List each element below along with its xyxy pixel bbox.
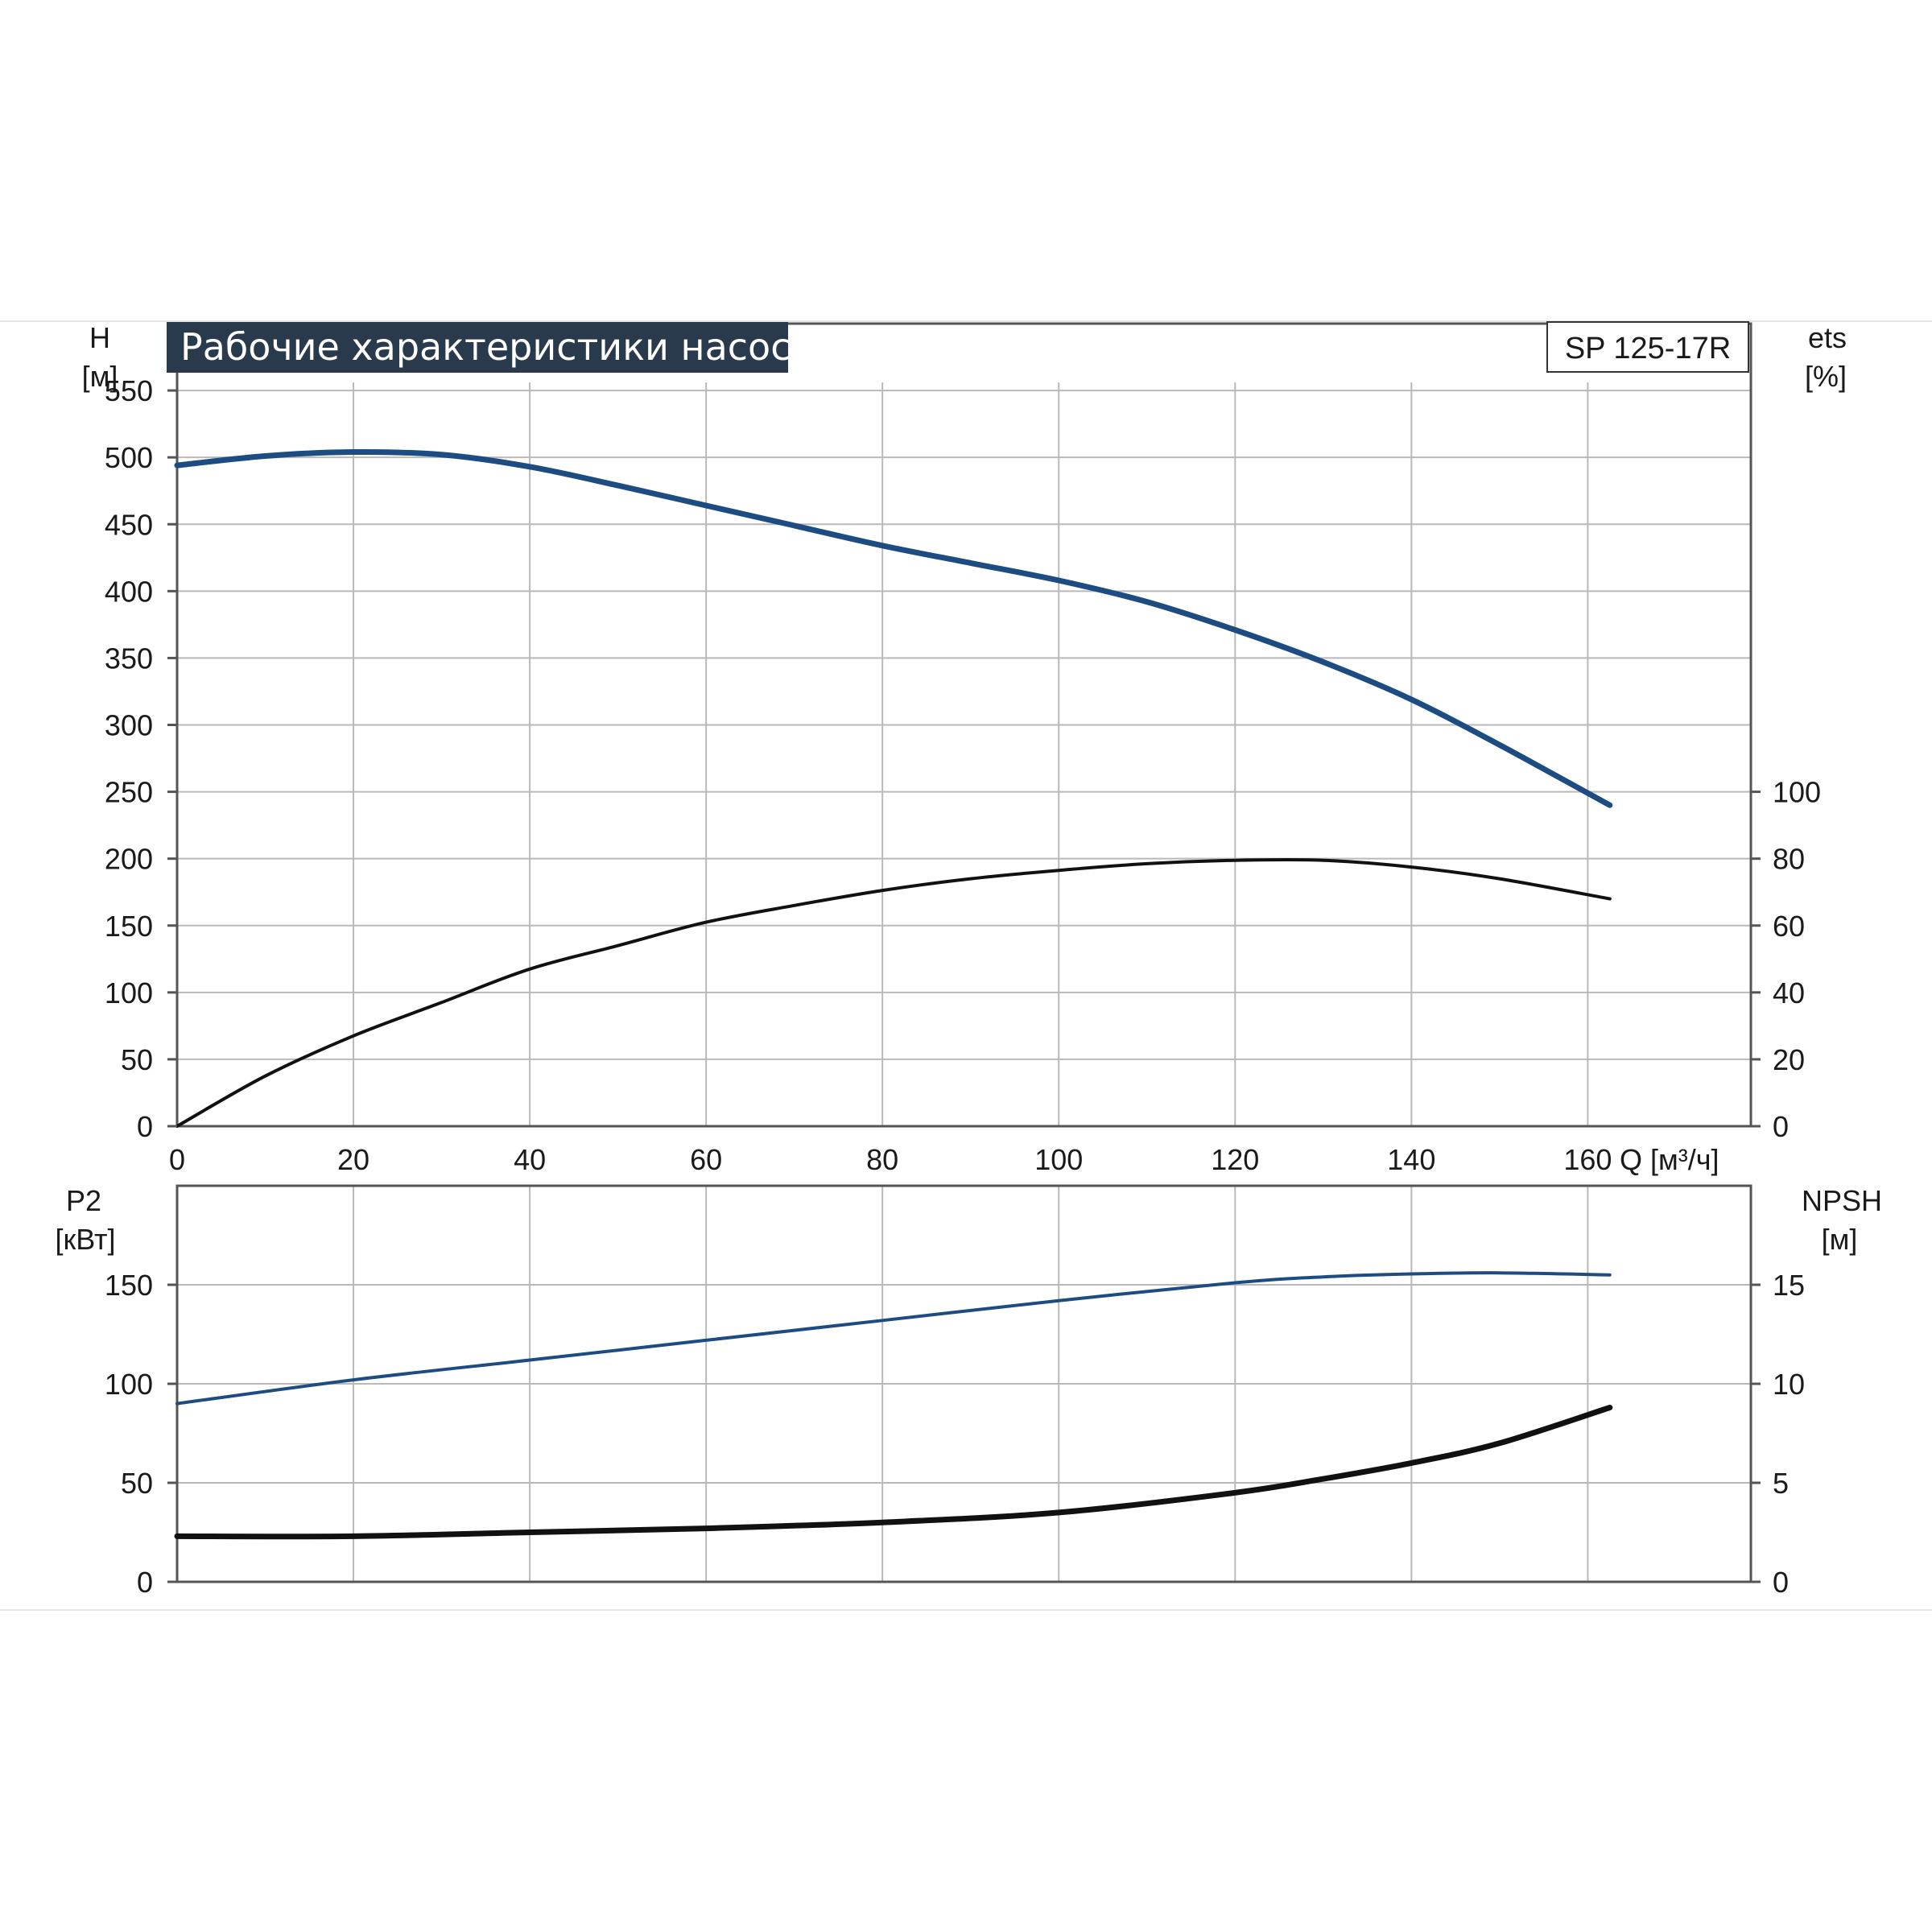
efficiency-axis-title: ets (1808, 321, 1847, 354)
model-box (1546, 321, 1749, 373)
npsh-curve-point (177, 1536, 178, 1537)
npsh-curve-point (1609, 1407, 1610, 1408)
efficiency-curve-point (1235, 860, 1236, 861)
head-curve-point (177, 465, 178, 466)
right-tick-label: 80 (1773, 843, 1805, 876)
efficiency-curve-point (617, 945, 618, 946)
left-tick-label: 0 (137, 1110, 153, 1143)
head-axis-unit: [м] (82, 360, 118, 393)
power-axis-unit: [кВт] (55, 1223, 115, 1256)
npsh-axis-unit: [м] (1822, 1223, 1858, 1256)
right-tick-label: 15 (1773, 1269, 1805, 1302)
right-tick-label: 0 (1773, 1566, 1789, 1599)
power-curve-point (353, 1380, 354, 1381)
efficiency-curve (175, 857, 1612, 1128)
left-tick-label: 400 (105, 575, 153, 608)
head-curve-point (882, 545, 883, 546)
head-curve-point (617, 485, 618, 486)
power-curve-point (177, 1403, 178, 1404)
left-tick-label: 300 (105, 709, 153, 742)
efficiency-axis-unit: [%] (1805, 360, 1847, 393)
efficiency-curve-point (706, 922, 707, 923)
efficiency-curve-point (265, 1075, 266, 1076)
flow-axis-title: Q [м³/ч] (1620, 1143, 1719, 1176)
x-tick-label: 160 (1563, 1143, 1612, 1176)
right-tick-label: 60 (1773, 910, 1805, 943)
left-tick-label: 0 (137, 1566, 153, 1599)
head-curve-point (794, 525, 795, 526)
tick-labels: 0 20 40 60 80 100 120 140 1600501001502002503003… (105, 374, 1821, 1599)
left-tick-label: 350 (105, 642, 153, 675)
right-tick-label: 10 (1773, 1368, 1805, 1401)
power-curve-point (1609, 1274, 1610, 1275)
power-curve-point (882, 1320, 883, 1321)
efficiency-curve-point (441, 1002, 442, 1003)
right-tick-label: 100 (1773, 776, 1821, 809)
power-curve-point (1499, 1273, 1500, 1274)
head-axis-title: H (89, 321, 110, 354)
left-tick-label: 100 (105, 976, 153, 1009)
head-curve-point (970, 563, 971, 564)
x-tick-label: 40 (514, 1143, 546, 1176)
left-tick-label: 50 (121, 1043, 153, 1076)
left-tick-label: 150 (105, 1269, 153, 1302)
left-tick-label: 200 (105, 843, 153, 876)
left-tick-label: 250 (105, 776, 153, 809)
npsh-curve (174, 1405, 1613, 1540)
grid-lines (177, 382, 1751, 1582)
x-tick-label: 0 (169, 1143, 185, 1176)
left-tick-label: 450 (105, 508, 153, 541)
x-tick-label: 100 (1034, 1143, 1083, 1176)
efficiency-curve-point (970, 878, 971, 879)
efficiency-curve-point (794, 905, 795, 906)
right-tick-label: 5 (1773, 1467, 1789, 1500)
efficiency-curve-point (1146, 863, 1147, 864)
left-tick-label: 100 (105, 1368, 153, 1401)
efficiency-curve-point (1609, 898, 1610, 899)
title-banner (167, 322, 788, 373)
npsh-axis-title: NPSH (1802, 1184, 1882, 1217)
npsh-curve-point (353, 1536, 354, 1537)
head-curve (174, 448, 1613, 808)
right-tick-label: 40 (1773, 976, 1805, 1009)
power-curve (175, 1271, 1612, 1406)
power-curve-point (1235, 1282, 1236, 1283)
npsh-curve-point (882, 1522, 883, 1523)
left-tick-label: 50 (121, 1467, 153, 1500)
right-tick-label: 20 (1773, 1043, 1805, 1076)
npsh-curve-point (706, 1528, 707, 1529)
head-curve-point (441, 454, 442, 455)
right-tick-label: 0 (1773, 1110, 1789, 1143)
model-label: SP 125-17R (1565, 332, 1731, 365)
head-curve-point (1411, 699, 1412, 700)
left-tick-label: 550 (105, 374, 153, 407)
efficiency-curve-point (882, 890, 883, 891)
x-tick-label: 120 (1211, 1143, 1259, 1176)
series-lines (174, 448, 1613, 1540)
x-tick-label: 80 (866, 1143, 898, 1176)
efficiency-curve-point (1499, 878, 1500, 879)
power-axis-title: P2 (66, 1184, 101, 1217)
left-tick-label: 500 (105, 441, 153, 474)
efficiency-curve-point (353, 1035, 354, 1036)
x-tick-label: 140 (1387, 1143, 1435, 1176)
head-curve-point (1146, 601, 1147, 602)
efficiency-curve-point (1411, 867, 1412, 868)
x-tick-label: 60 (690, 1143, 722, 1176)
left-tick-label: 150 (105, 910, 153, 943)
chart-title: Рабочие характеристики насоса (180, 325, 814, 369)
head-curve-point (1609, 805, 1610, 806)
x-tick-label: 20 (337, 1143, 369, 1176)
npsh-curve-point (1235, 1492, 1236, 1493)
